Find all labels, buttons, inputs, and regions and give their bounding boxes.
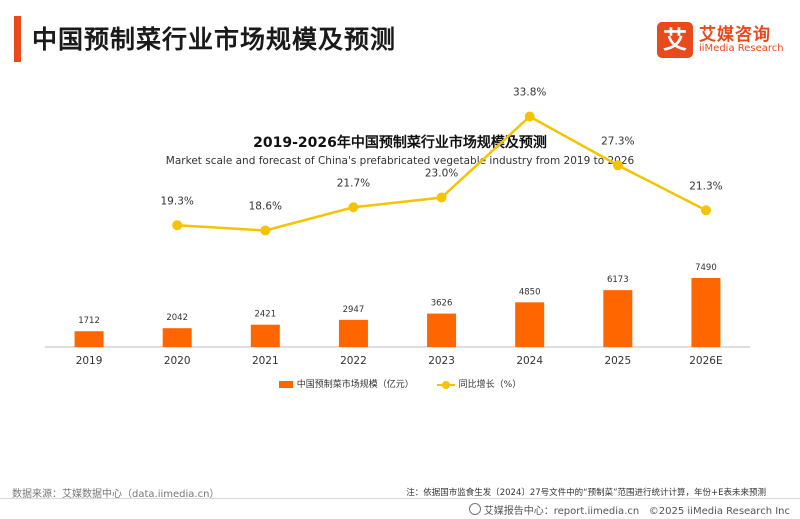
logo-mark-icon: 艾 — [657, 22, 693, 58]
title-accent-bar — [14, 16, 21, 62]
growth-label-2025: 27.3% — [601, 135, 634, 147]
bar-2023 — [427, 313, 457, 347]
growth-label-2026E: 21.3% — [689, 180, 722, 192]
chart-subtitle: Market scale and forecast of China's pre… — [165, 155, 635, 167]
footer-divider — [0, 498, 800, 499]
x-tick-label-2026E: 2026E — [689, 355, 722, 367]
legend-item-bar: 中国预制菜市场规模（亿元） — [278, 377, 414, 390]
brand-logo: 艾 艾媒咨询 iiMedia Research — [657, 20, 792, 60]
copyright: ©2025 iiMedia Research Inc — [648, 506, 790, 517]
growth-label-2023: 23.0% — [425, 168, 458, 180]
legend-label-bar: 中国预制菜市场规模（亿元） — [296, 380, 414, 390]
bar-2019 — [74, 331, 104, 347]
legend-line-swatch — [436, 380, 455, 390]
bar-2020 — [162, 328, 192, 347]
growth-label-2020: 19.3% — [161, 195, 194, 207]
x-tick-label-2022: 2022 — [340, 355, 367, 367]
growth-label-2021: 18.6% — [249, 201, 282, 213]
bar-2026E — [691, 278, 721, 347]
report-center-icon — [468, 503, 481, 515]
bar-label-2026E: 7490 — [695, 263, 717, 273]
bar-2025 — [603, 290, 633, 347]
footnote: 注：依据国市监食生发〔2024〕27号文件中的“预制菜”范围进行统计计算，年份+… — [406, 488, 766, 498]
bar-label-2024: 4850 — [519, 287, 541, 297]
bar-label-2023: 3626 — [431, 299, 453, 309]
legend-bar-swatch — [278, 381, 293, 388]
bar-2022 — [338, 319, 368, 347]
data-source: 数据来源：艾媒数据中心（data.iimedia.cn） — [12, 489, 220, 500]
growth-point-2020 — [172, 220, 183, 231]
chart-legend: 中国预制菜市场规模（亿元） 同比增长（%） — [0, 377, 800, 390]
x-tick-label-2024: 2024 — [516, 355, 543, 367]
growth-label-2022: 21.7% — [337, 177, 370, 189]
logo-name-en: iiMedia Research — [699, 43, 784, 54]
growth-point-2023 — [436, 192, 447, 203]
bar-label-2025: 6173 — [607, 275, 629, 285]
page-title: 中国预制菜行业市场规模及预测 — [32, 25, 397, 54]
bar-2021 — [250, 324, 280, 347]
x-tick-label-2020: 2020 — [164, 355, 191, 367]
chart-title: 2019-2026年中国预制菜行业市场规模及预测 — [253, 135, 547, 151]
x-tick-label-2023: 2023 — [428, 355, 455, 367]
legend-item-line: 同比增长（%） — [436, 377, 522, 390]
legend-label-line: 同比增长（%） — [458, 380, 522, 390]
x-tick-label-2021: 2021 — [252, 355, 279, 367]
growth-label-2024: 33.8% — [513, 87, 546, 99]
growth-point-2025 — [612, 160, 623, 171]
bar-label-2022: 2947 — [343, 305, 365, 315]
growth-point-2022 — [348, 202, 359, 213]
growth-point-2021 — [260, 225, 271, 236]
footer-bar: 艾媒报告中心：report.iimedia.cn ©2025 iiMedia R… — [468, 502, 790, 517]
bar-label-2019: 1712 — [78, 316, 100, 326]
x-tick-label-2025: 2025 — [604, 355, 631, 367]
logo-name-cn: 艾媒咨询 — [699, 25, 771, 45]
x-tick-label-2019: 2019 — [76, 355, 103, 367]
bar-label-2020: 2042 — [166, 313, 188, 323]
bar-2024 — [515, 302, 545, 347]
growth-point-2026E — [700, 205, 711, 216]
report-center-link[interactable]: 艾媒报告中心：report.iimedia.cn — [483, 506, 640, 517]
growth-point-2024 — [524, 111, 535, 122]
bar-label-2021: 2421 — [254, 310, 276, 320]
